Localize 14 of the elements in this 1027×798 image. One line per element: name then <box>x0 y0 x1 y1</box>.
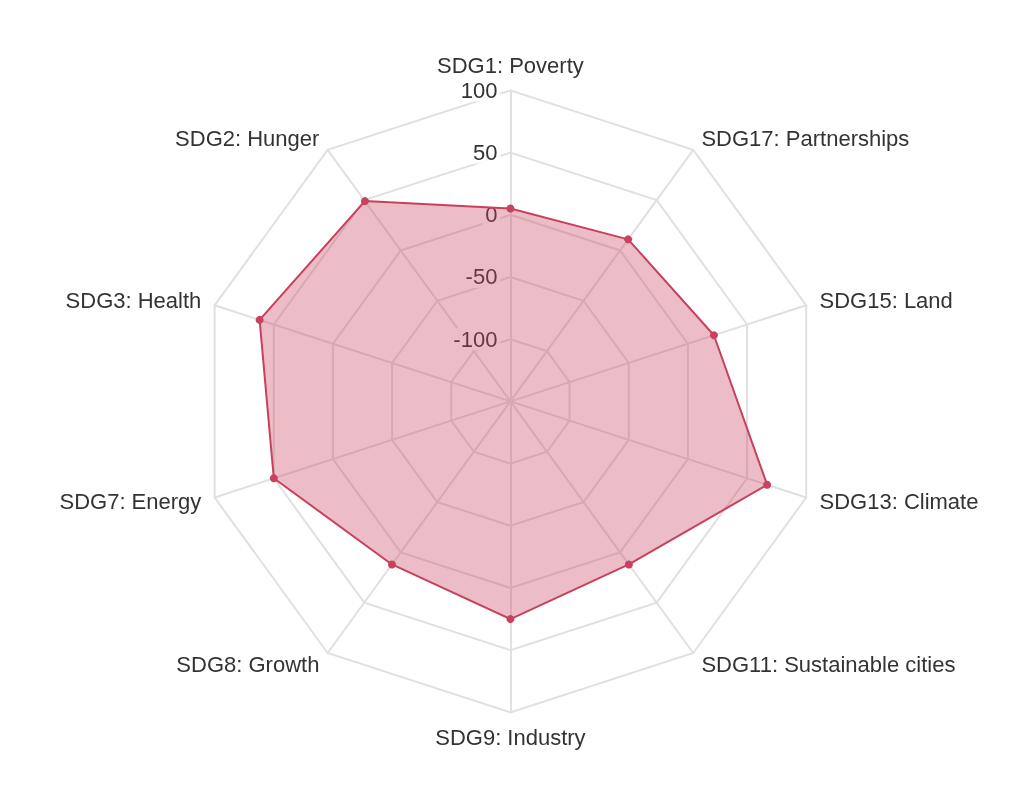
y-tick-label: 50 <box>472 140 498 166</box>
spoke-label: SDG11: Sustainable cities <box>701 651 956 677</box>
spoke-label: SDG3: Health <box>65 288 202 314</box>
y-tick-label: -100 <box>453 326 498 352</box>
spoke-label: SDG15: Land <box>819 288 953 314</box>
spoke-label: SDG13: Climate <box>819 489 979 515</box>
spoke-label: SDG17: Partnerships <box>701 125 910 151</box>
y-tick-label: -50 <box>465 264 498 290</box>
spoke-label: SDG2: Hunger <box>175 125 320 151</box>
spoke-label: SDG9: Industry <box>435 724 586 750</box>
spoke-label: SDG8: Growth <box>176 651 320 677</box>
spoke-label: SDG7: Energy <box>59 489 202 515</box>
spoke-label: SDG1: Poverty <box>437 52 584 78</box>
y-tick-label: 100 <box>460 77 498 103</box>
